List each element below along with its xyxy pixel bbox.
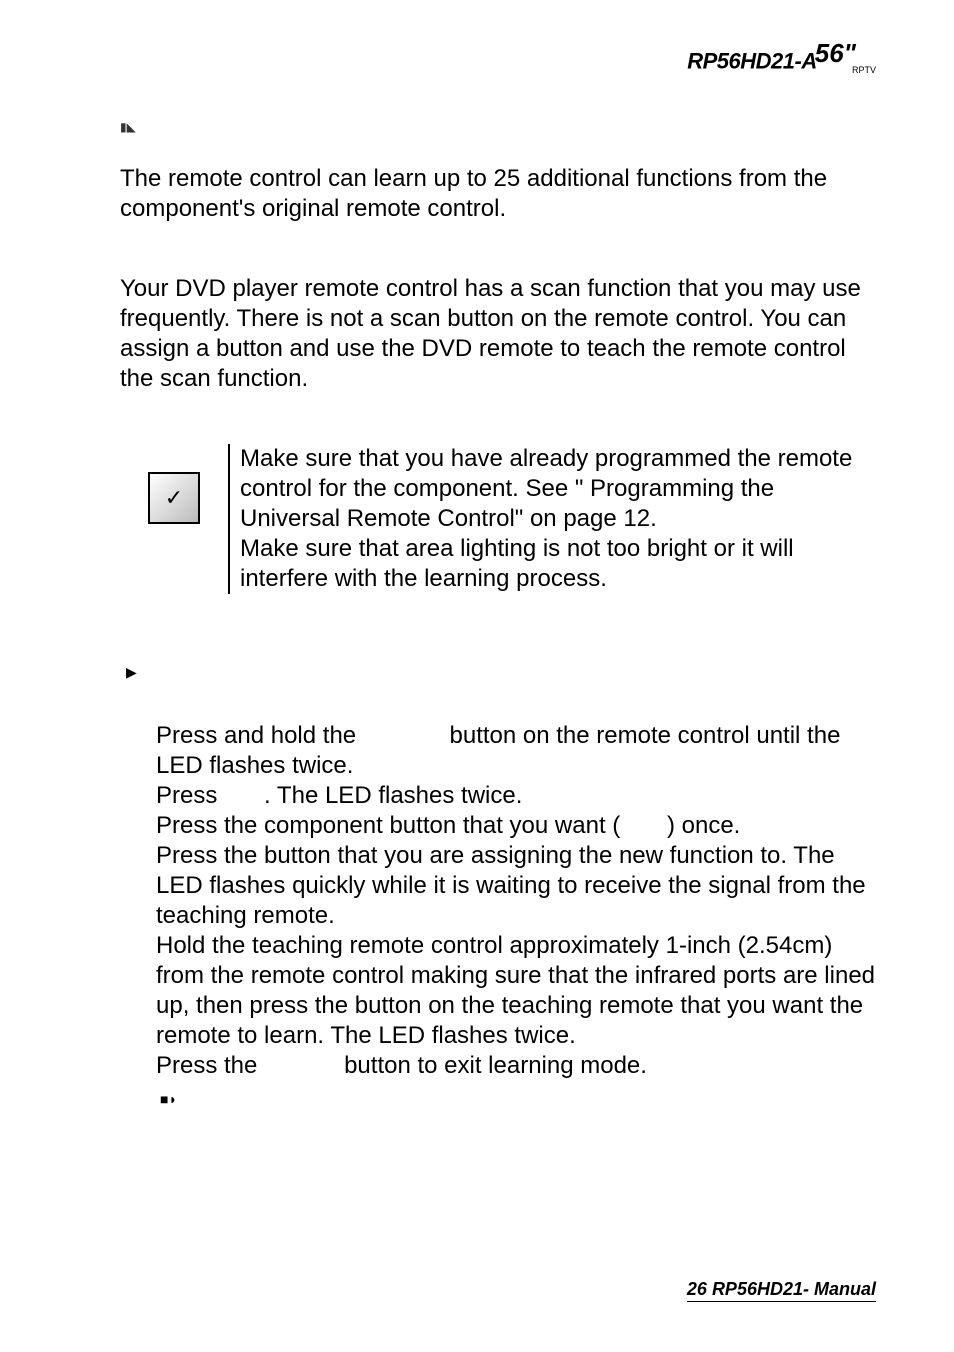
step-2a: Press <box>156 782 224 809</box>
intro-paragraph: The remote control can learn up to 25 ad… <box>120 164 880 224</box>
page-number: 26 <box>687 1279 707 1299</box>
steps-block: Press and hold the button on the remote … <box>156 721 880 1081</box>
step-1a: Press and hold the <box>156 722 363 749</box>
step-3: Press the component button that you want… <box>156 811 880 841</box>
step-3a: Press the component button that you want… <box>156 812 620 839</box>
step-2: Press . The LED flashes twice. <box>156 781 880 811</box>
rptv-subscript: RPTV <box>852 65 876 75</box>
check-icon: ✓ <box>148 472 200 524</box>
header-logo: RP56HD21-A56"RPTV <box>687 38 876 75</box>
footer-label: RP56HD21- Manual <box>712 1279 876 1299</box>
step-5: Hold the teaching remote control approxi… <box>156 931 880 1051</box>
step-2b: . The LED flashes twice. <box>264 782 522 809</box>
step-4: Press the button that you are assigning … <box>156 841 880 931</box>
note-line-1: Make sure that you have already programm… <box>240 445 852 532</box>
note-line-2: Make sure that area lighting is not too … <box>240 535 794 592</box>
stop-icon: ■◗ <box>160 1091 880 1107</box>
footer: 26 RP56HD21- Manual <box>687 1279 876 1302</box>
play-icon: ▶ <box>126 664 880 681</box>
note-block: ✓ Make sure that you have already progra… <box>120 444 880 594</box>
note-text: Make sure that you have already programm… <box>228 444 880 594</box>
step-1: Press and hold the button on the remote … <box>156 721 880 781</box>
step-6: Press the button to exit learning mode. <box>156 1051 880 1081</box>
step-6b: button to exit learning mode. <box>337 1052 647 1079</box>
section-marker-icon: ▮◣ <box>120 120 880 134</box>
example-paragraph: Your DVD player remote control has a sca… <box>120 274 880 394</box>
step-6a: Press the <box>156 1052 264 1079</box>
screen-size: 56" <box>815 38 856 68</box>
step-3b: ) once. <box>667 812 740 839</box>
content-area: ▮◣ The remote control can learn up to 25… <box>120 120 880 1107</box>
model-number: RP56HD21-A <box>687 48 817 73</box>
page: RP56HD21-A56"RPTV ▮◣ The remote control … <box>0 0 954 1352</box>
